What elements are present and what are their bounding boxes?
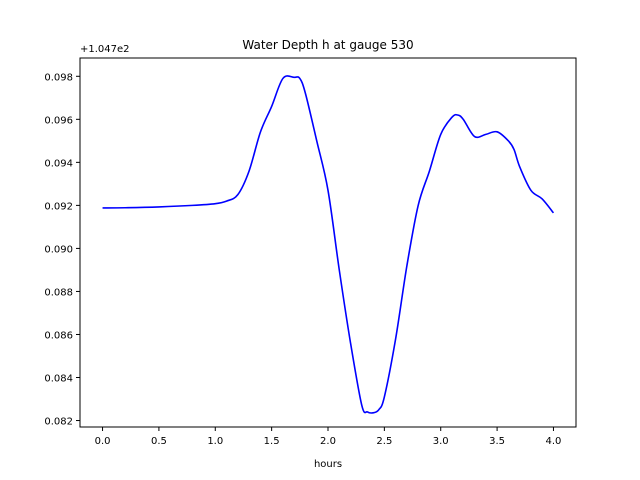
x-tick-label: 4.0 bbox=[546, 436, 562, 447]
y-tick-label: 0.098 bbox=[44, 72, 73, 83]
y-tick-label: 0.086 bbox=[44, 330, 73, 341]
x-tick-label: 1.0 bbox=[207, 436, 223, 447]
y-tick-label: 0.084 bbox=[44, 374, 73, 385]
y-tick-label: 0.090 bbox=[44, 244, 73, 255]
x-tick-label: 3.5 bbox=[489, 436, 505, 447]
y-axis: 0.082 0.084 0.086 0.088 0.090 0.092 0.094 0.096… bbox=[44, 72, 80, 428]
y-tick-label: 0.094 bbox=[44, 158, 73, 169]
chart-title: Water Depth h at gauge 530 bbox=[242, 38, 413, 52]
x-tick-label: 2.0 bbox=[320, 436, 336, 447]
x-tick-label: 0.0 bbox=[95, 436, 111, 447]
series-line bbox=[102, 75, 555, 414]
x-axis: 0.0 0.5 1.0 1.5 2.0 2.5 3.0 3.5 4.0 bbox=[95, 427, 562, 447]
series-lines bbox=[102, 75, 555, 414]
y-tick-label: 0.088 bbox=[44, 287, 73, 298]
plot-frame bbox=[79, 57, 577, 428]
x-axis-label: hours bbox=[314, 459, 342, 470]
y-tick-label: 0.092 bbox=[44, 201, 73, 212]
x-tick-label: 1.5 bbox=[264, 436, 280, 447]
x-tick-label: 0.5 bbox=[151, 436, 167, 447]
x-tick-label: 2.5 bbox=[376, 436, 392, 447]
y-tick-label: 0.082 bbox=[44, 417, 73, 428]
x-tick-label: 3.0 bbox=[433, 436, 449, 447]
y-offset-label: +1.047e2 bbox=[80, 44, 130, 55]
y-tick-label: 0.096 bbox=[44, 115, 73, 126]
